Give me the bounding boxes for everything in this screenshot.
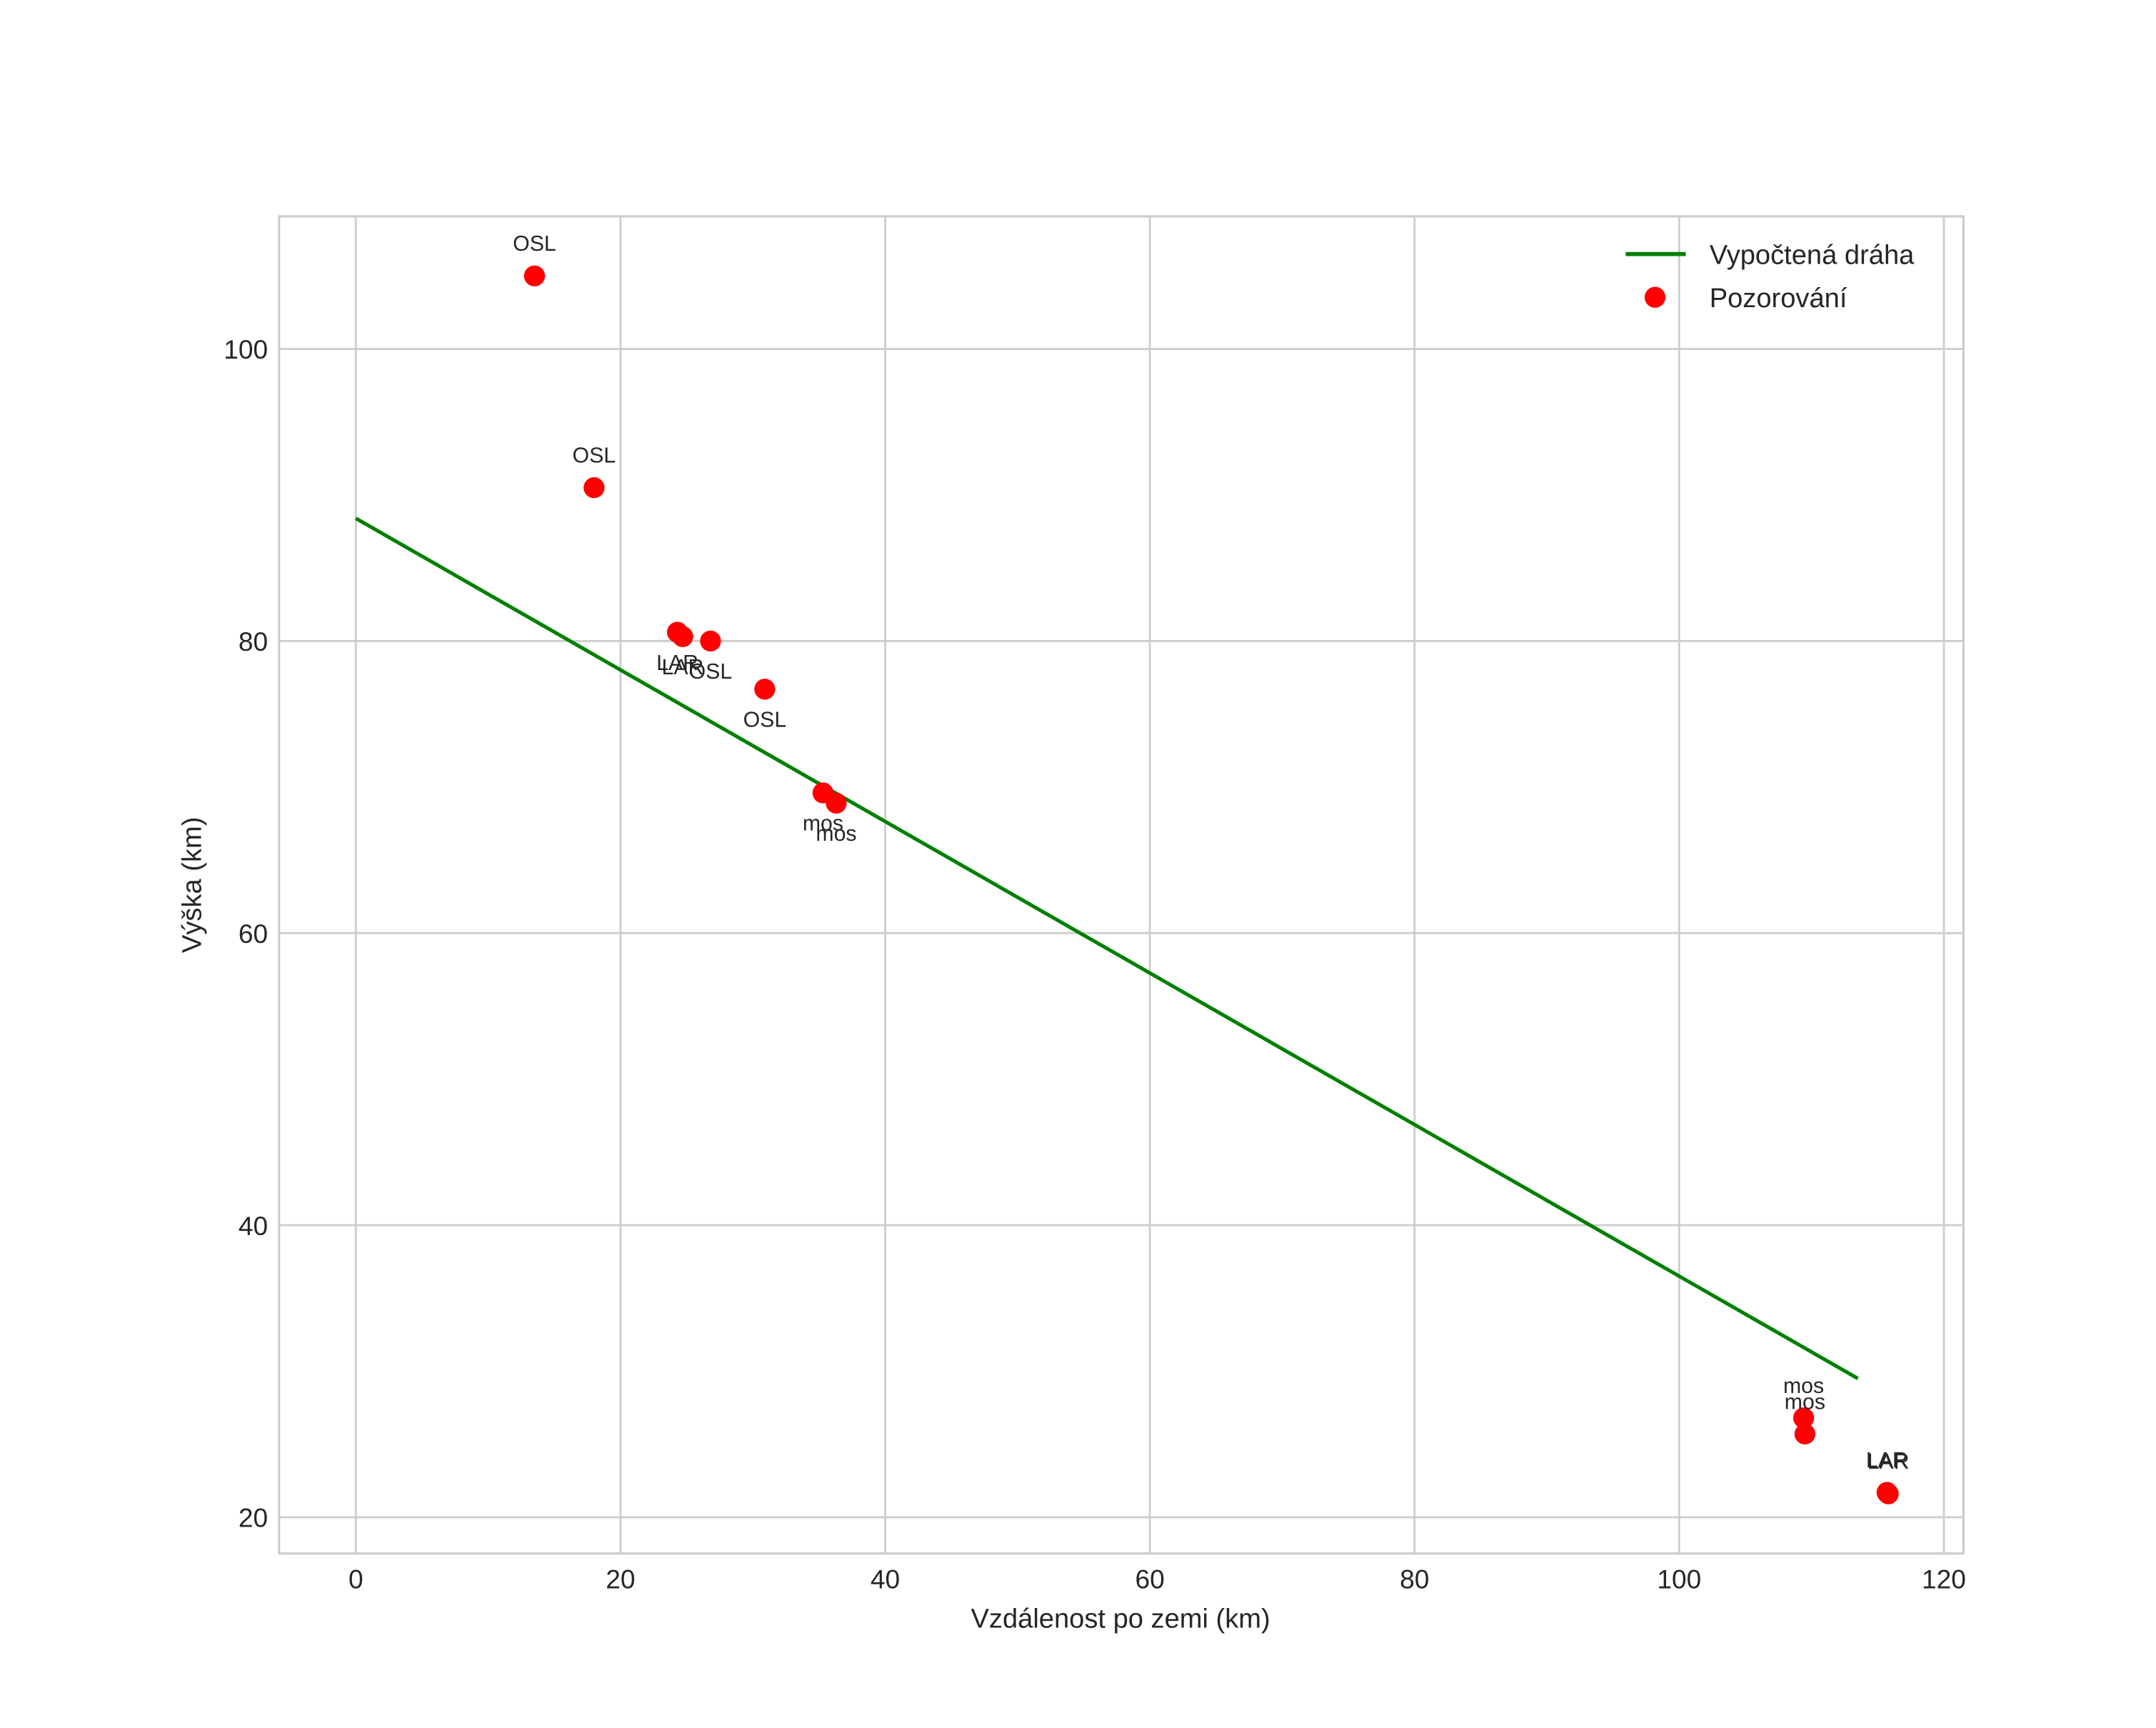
observation-marker	[672, 626, 693, 647]
x-tick-label: 120	[1922, 1564, 1966, 1594]
y-axis-label: Výška (km)	[177, 817, 207, 953]
legend-label-observations: Pozorování	[1710, 284, 1847, 314]
y-tick-label: 100	[224, 334, 268, 364]
observation-marker	[1793, 1407, 1815, 1429]
x-tick-label: 80	[1400, 1564, 1429, 1594]
station-label: OSL	[743, 709, 787, 732]
station-label: mos	[816, 822, 856, 846]
y-tick-label: 80	[239, 626, 268, 656]
x-tick-label: 60	[1135, 1564, 1164, 1594]
station-label: mos	[1785, 1390, 1825, 1414]
observation-points	[523, 265, 1899, 1504]
station-label: LAR	[656, 651, 698, 675]
station-label: mos	[803, 812, 843, 836]
y-tick-label: 40	[239, 1211, 268, 1241]
observation-marker	[1794, 1423, 1816, 1445]
x-tick-label: 20	[606, 1564, 635, 1594]
x-tick-labels: 0 20 40 60 80 100 120	[349, 1564, 1966, 1594]
observation-marker	[700, 630, 721, 652]
observation-marker	[1877, 1483, 1899, 1504]
y-tick-labels: 20 40 60 80 100	[224, 334, 268, 1532]
grid-lines	[279, 216, 1964, 1554]
legend: Vypočtená dráha Pozorování	[1625, 240, 1915, 314]
x-tick-label: 0	[349, 1564, 363, 1594]
legend-marker-swatch-icon	[1644, 286, 1666, 308]
computed-trajectory-line	[355, 516, 1859, 1380]
x-axis-label: Vzdálenost po zemi (km)	[971, 1604, 1270, 1634]
station-label: LAR	[1867, 1450, 1910, 1474]
station-label: OSL	[689, 660, 733, 684]
x-tick-label: 40	[871, 1564, 900, 1594]
station-label: OSL	[573, 444, 616, 468]
observation-marker	[826, 792, 847, 814]
y-tick-label: 20	[239, 1503, 268, 1533]
trajectory-polyline	[355, 516, 1859, 1380]
station-label: LAR	[1866, 1449, 1908, 1472]
station-label: OSL	[513, 232, 556, 256]
observation-marker	[754, 679, 776, 700]
station-label: mos	[1783, 1374, 1824, 1398]
station-label: LAR	[662, 656, 704, 679]
y-tick-label: 60	[239, 919, 268, 949]
observation-marker	[583, 477, 605, 499]
axes-frame	[278, 215, 1965, 1555]
legend-label-trajectory: Vypočtená dráha	[1710, 240, 1915, 270]
x-tick-label: 100	[1657, 1564, 1701, 1594]
observation-marker	[523, 265, 546, 286]
